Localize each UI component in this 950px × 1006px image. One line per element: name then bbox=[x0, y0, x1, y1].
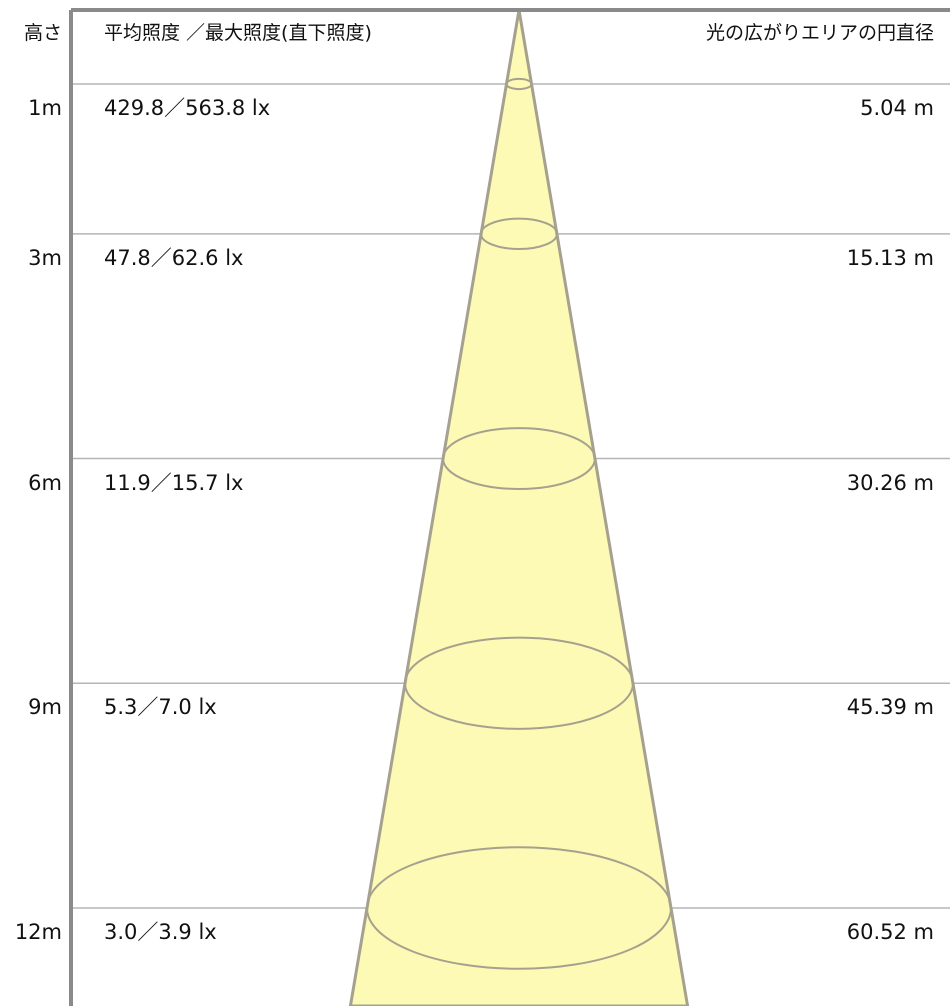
height-column-header: 高さ bbox=[23, 22, 62, 44]
diameter-value: 5.04 m bbox=[860, 96, 934, 120]
illuminance-value: 3.0／3.9 lx bbox=[104, 920, 217, 944]
height-label: 3m bbox=[28, 245, 62, 270]
illuminance-column-header: 平均照度 ／最大照度(直下照度) bbox=[104, 22, 372, 44]
light-spread-circle bbox=[505, 77, 533, 91]
light-spread-circle bbox=[442, 427, 596, 490]
illuminance-value: 5.3／7.0 lx bbox=[104, 695, 217, 720]
diameter-value: 60.52 m bbox=[846, 920, 934, 944]
diameter-value: 45.39 m bbox=[846, 695, 934, 720]
height-label: 9m bbox=[28, 695, 62, 720]
diameter-value: 15.13 m bbox=[846, 245, 934, 270]
illuminance-value: 47.8／62.6 lx bbox=[104, 245, 244, 270]
height-label: 1m bbox=[28, 96, 62, 120]
diameter-value: 30.26 m bbox=[846, 470, 934, 495]
light-spread-circle bbox=[404, 636, 634, 730]
diameter-column-header: 光の広がりエリアの円直径 bbox=[705, 22, 934, 44]
height-label: 6m bbox=[28, 470, 62, 495]
light-spread-circle bbox=[480, 217, 558, 251]
light-spread-circle bbox=[366, 846, 672, 970]
height-label: 12m bbox=[14, 920, 62, 944]
illuminance-value: 11.9／15.7 lx bbox=[104, 470, 244, 495]
light-cone bbox=[348, 9, 690, 1006]
illuminance-value: 429.8／563.8 lx bbox=[104, 96, 271, 120]
